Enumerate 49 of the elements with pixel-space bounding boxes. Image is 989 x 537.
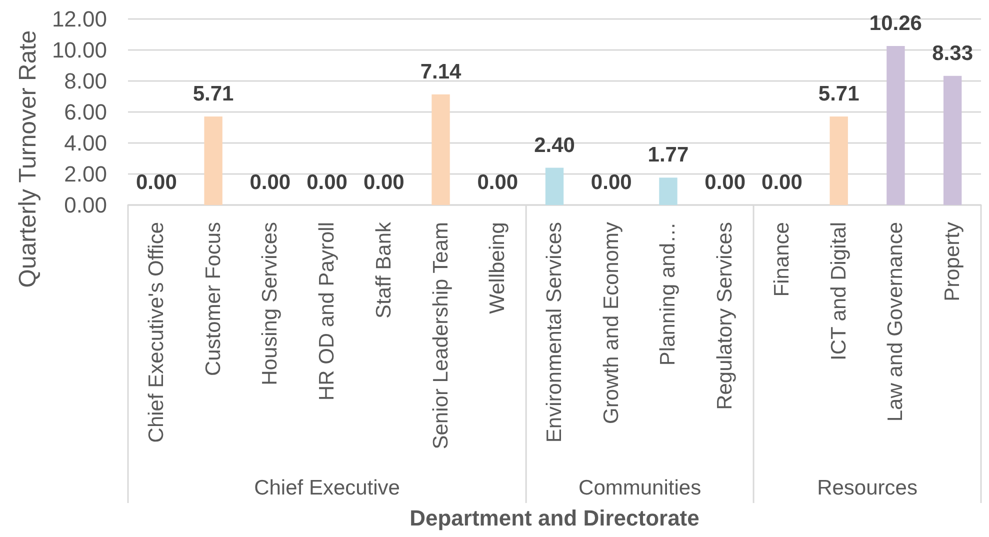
data-label: 0.00 [762,171,802,194]
bar [545,168,564,205]
data-label: 0.00 [306,171,348,194]
x-tick-label: Customer Focus [202,222,225,376]
x-tick-label: Housing Services [258,222,282,386]
data-label: 5.71 [818,82,860,106]
data-label: 0.00 [250,171,291,194]
x-tick-label: ICT and Digital [827,222,850,361]
bar [659,178,678,205]
data-label: 0.00 [590,171,632,194]
data-label: 0.00 [363,171,404,194]
y-axis-title: Quarterly Turnover Rate [14,30,42,288]
bar [204,116,222,205]
data-label: 0.00 [136,171,177,194]
y-tick-label: 8.00 [64,68,107,94]
data-label: 8.33 [932,42,974,65]
x-tick-label: Environmental Services [543,222,566,443]
bar [943,76,962,205]
y-tick-label: 2.00 [64,162,107,186]
x-axis-title: Department and Directorate [410,506,700,530]
x-tick-label: HR OD and Payroll [316,222,339,401]
x-tick-label: Law and Governance [884,222,908,422]
x-tick-label: Regulatory Services [714,222,737,410]
x-tick-label: Staff Bank [372,222,396,319]
bar [830,116,848,205]
text: Chief Executive [254,476,400,500]
y-tick-label: 10.00 [52,38,107,62]
x-tick-label: Wellbeing [486,222,510,314]
data-label: 0.00 [704,171,746,194]
x-tick-label: Chief Executive's Office [144,222,168,443]
bar [886,46,905,205]
x-tick-label: Planning and… [656,222,680,366]
bar [432,94,450,205]
data-label: 0.00 [477,171,518,194]
x-tick-label: Finance [770,222,794,297]
y-tick-label: 0.00 [64,192,107,218]
y-tick-label: 6.00 [64,100,107,124]
data-label: 7.14 [420,60,462,84]
x-tick-label: Senior Leadership Team [429,222,452,450]
x-tick-label: Property [941,222,964,302]
text: Resources [817,476,918,500]
data-label: 10.26 [869,12,922,35]
x-tick-label: Growth and Economy [600,222,623,424]
y-tick-label: 12.00 [52,6,107,32]
y-tick-label: 4.00 [64,130,107,156]
text: Communities [578,476,702,500]
data-label: 2.40 [534,134,575,157]
data-label: 1.77 [648,144,689,167]
data-label: 5.71 [192,82,234,106]
